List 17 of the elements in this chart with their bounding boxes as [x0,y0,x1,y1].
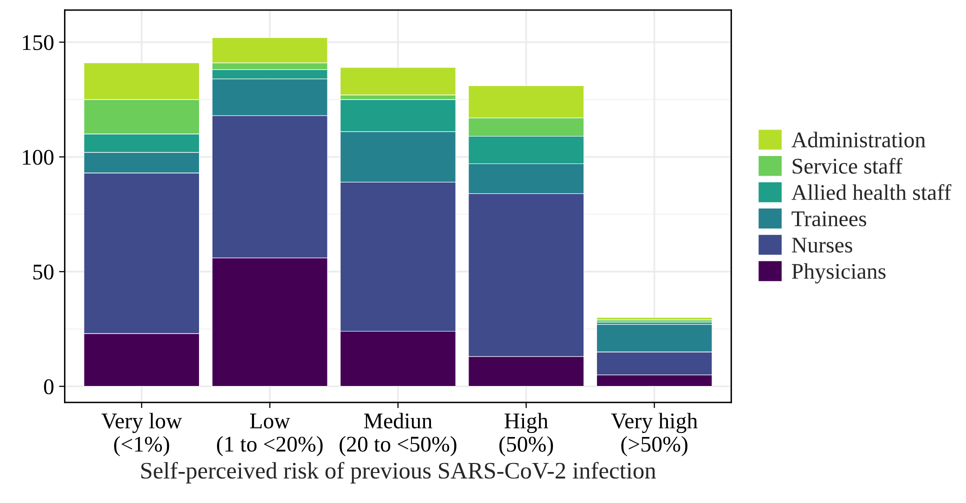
x-axis-title: Self-perceived risk of previous SARS-CoV-2 infection [141,462,656,484]
bar [596,317,712,320]
legend-label: Allied health staff [791,184,952,200]
x-tick-label: High (50%) [499,412,553,456]
legend-label: Service staff [792,158,903,174]
legend-label: Trainees [792,211,866,226]
x-tick-label: Very high (>50%) [611,412,698,456]
legend-label: Administration [791,132,926,148]
legend-label: Nurses [792,238,852,253]
x-tick-label: Low (1 to <20%) [217,414,323,456]
y-tick-label: 0 [44,379,54,394]
y-tick-label: 100 [22,150,54,165]
y-tick-label: 50 [33,264,54,280]
x-tick-label: Very low (<1%) [101,412,182,456]
legend-label: Physicians [792,263,886,284]
x-tick-label: Mediun (20 to <50%) [340,412,456,456]
y-tick-label: 150 [22,35,54,50]
